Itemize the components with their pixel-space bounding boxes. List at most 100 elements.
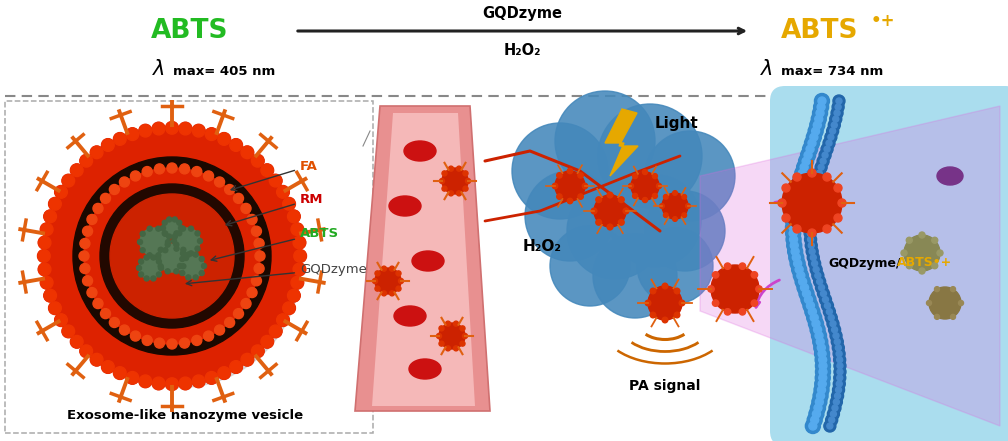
Circle shape	[807, 251, 820, 263]
Circle shape	[449, 191, 454, 196]
Circle shape	[80, 239, 90, 248]
Circle shape	[230, 139, 242, 151]
Circle shape	[818, 374, 827, 382]
Circle shape	[786, 232, 801, 247]
Circle shape	[152, 122, 165, 135]
Circle shape	[40, 277, 53, 289]
Text: H₂O₂: H₂O₂	[522, 239, 561, 254]
Text: $\lambda$: $\lambda$	[152, 59, 165, 79]
Circle shape	[282, 198, 295, 210]
Circle shape	[566, 183, 663, 279]
Text: max= 405 nm: max= 405 nm	[173, 64, 275, 78]
Circle shape	[823, 297, 829, 303]
Circle shape	[836, 387, 842, 393]
Circle shape	[609, 175, 701, 267]
Circle shape	[830, 113, 842, 125]
Circle shape	[804, 221, 816, 233]
Circle shape	[796, 160, 811, 175]
Circle shape	[650, 288, 656, 294]
Circle shape	[836, 345, 842, 351]
Polygon shape	[355, 106, 490, 411]
Circle shape	[810, 254, 816, 261]
Circle shape	[798, 169, 806, 177]
Circle shape	[808, 407, 824, 422]
Circle shape	[179, 270, 184, 276]
Circle shape	[822, 143, 833, 155]
Text: ABTS: ABTS	[781, 18, 859, 44]
Circle shape	[811, 394, 827, 409]
Circle shape	[172, 217, 177, 222]
Circle shape	[813, 100, 829, 115]
Circle shape	[663, 194, 668, 199]
Circle shape	[251, 155, 264, 167]
Text: RM: RM	[226, 193, 324, 226]
Circle shape	[251, 276, 261, 286]
Circle shape	[512, 123, 608, 219]
Circle shape	[292, 263, 305, 276]
Circle shape	[837, 375, 843, 381]
Circle shape	[454, 346, 459, 351]
Circle shape	[800, 163, 808, 171]
Circle shape	[645, 300, 651, 306]
Circle shape	[178, 122, 192, 135]
Circle shape	[806, 197, 817, 209]
Circle shape	[188, 226, 194, 231]
Circle shape	[152, 123, 165, 135]
Circle shape	[829, 402, 841, 414]
Circle shape	[817, 288, 830, 299]
Circle shape	[800, 284, 808, 292]
Circle shape	[816, 279, 823, 284]
Circle shape	[193, 124, 205, 137]
Circle shape	[778, 199, 786, 207]
Circle shape	[218, 366, 231, 379]
Circle shape	[251, 344, 264, 358]
Circle shape	[269, 325, 282, 338]
Circle shape	[375, 268, 401, 294]
Circle shape	[797, 272, 804, 280]
Circle shape	[834, 184, 842, 192]
Circle shape	[87, 214, 97, 224]
Circle shape	[54, 314, 68, 326]
Circle shape	[251, 154, 264, 168]
Circle shape	[787, 244, 802, 259]
Circle shape	[165, 242, 170, 247]
Circle shape	[163, 248, 167, 253]
Circle shape	[44, 289, 56, 302]
Circle shape	[174, 231, 179, 236]
Circle shape	[102, 361, 114, 373]
Circle shape	[823, 137, 835, 149]
Circle shape	[838, 199, 846, 207]
Circle shape	[802, 290, 810, 298]
Circle shape	[827, 423, 833, 429]
Circle shape	[817, 344, 826, 352]
Circle shape	[793, 172, 808, 187]
Circle shape	[291, 223, 303, 235]
Circle shape	[802, 142, 817, 157]
Circle shape	[550, 226, 630, 306]
Circle shape	[254, 264, 264, 273]
Text: GQDzyme: GQDzyme	[186, 262, 367, 286]
Circle shape	[810, 322, 826, 337]
Circle shape	[806, 130, 822, 145]
Circle shape	[802, 157, 810, 165]
Circle shape	[815, 398, 824, 406]
Circle shape	[818, 380, 827, 388]
Circle shape	[80, 264, 90, 273]
Circle shape	[807, 191, 820, 203]
Circle shape	[797, 280, 812, 295]
Circle shape	[823, 152, 829, 158]
Circle shape	[140, 248, 145, 253]
Circle shape	[293, 250, 306, 262]
Circle shape	[114, 133, 126, 145]
Circle shape	[821, 158, 827, 164]
Circle shape	[833, 95, 845, 107]
Circle shape	[805, 203, 817, 215]
Circle shape	[832, 122, 838, 128]
Circle shape	[48, 302, 61, 314]
Circle shape	[594, 195, 626, 227]
Circle shape	[84, 168, 260, 344]
Circle shape	[829, 119, 841, 131]
Circle shape	[160, 225, 165, 231]
Circle shape	[389, 291, 394, 296]
Circle shape	[906, 263, 912, 269]
